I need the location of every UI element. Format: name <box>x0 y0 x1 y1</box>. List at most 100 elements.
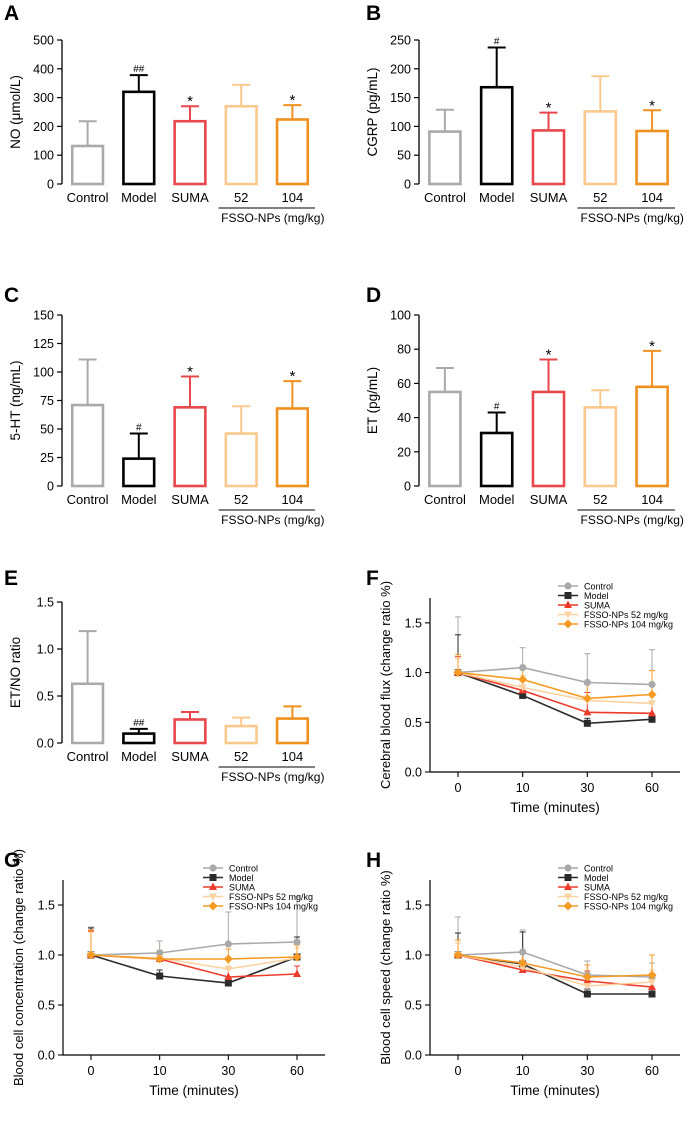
marker-104 <box>582 693 592 703</box>
y-tick-label: 0.5 <box>37 690 54 704</box>
marker-Model <box>583 990 591 998</box>
significance-mark: * <box>649 338 655 355</box>
y-tick-label: 1.5 <box>405 899 422 913</box>
panel-label: C <box>4 284 19 307</box>
marker-52 <box>564 893 572 901</box>
significance-mark: * <box>187 364 193 381</box>
y-tick-label: 1.0 <box>405 666 422 680</box>
y-tick-label: 0.0 <box>37 737 54 751</box>
x-tick-label: 0 <box>88 1064 95 1078</box>
y-tick-label: 150 <box>33 309 54 323</box>
panel-label: D <box>366 284 381 307</box>
x-tick-label: 60 <box>645 781 659 795</box>
panel-label: B <box>366 2 381 25</box>
y-tick-label: 1.0 <box>405 949 422 963</box>
y-tick-label: 0 <box>47 178 54 192</box>
legend-label: Control <box>584 582 613 592</box>
group-label: FSSO-NPs (mg/kg) <box>221 211 324 225</box>
bar-52 <box>224 104 258 186</box>
y-tick-label: 80 <box>397 343 411 357</box>
legend-label: SUMA <box>229 883 255 893</box>
y-axis-label: NO (μmol/L) <box>8 75 23 149</box>
marker-Model <box>519 691 527 699</box>
bar-Control <box>428 390 462 488</box>
x-tick-label: 52 <box>593 190 607 205</box>
bar-SUMA <box>531 129 566 186</box>
marker-104 <box>453 950 463 960</box>
group-label: FSSO-NPs (mg/kg) <box>581 513 684 527</box>
x-tick-label: 104 <box>641 492 663 507</box>
legend-label: SUMA <box>584 601 610 611</box>
y-axis-label: CGRP (pg/mL) <box>365 67 380 156</box>
group-label: FSSO-NPs (mg/kg) <box>221 513 324 527</box>
bar-Control <box>70 682 105 745</box>
y-tick-label: 100 <box>390 309 411 323</box>
series-line-52 <box>457 671 653 705</box>
bar-SUMA <box>531 390 566 488</box>
chart-panel-D: D 0 20 40 60 80 100 ET (pg/mL) Control # Model * SUM… <box>365 284 684 527</box>
marker-Model <box>583 719 591 727</box>
panel-label: A <box>4 2 19 25</box>
chart-panel-B: B 0 50 100 150 200 250 CGRP (pg/mL) Control # Mode… <box>365 2 684 225</box>
series-line-Control <box>90 941 298 956</box>
marker-SUMA <box>564 600 572 608</box>
x-tick-label: Control <box>67 190 109 205</box>
x-tick-label: 52 <box>234 492 248 507</box>
marker-Control <box>519 948 527 956</box>
marker-Control <box>293 938 301 946</box>
bar-Control <box>70 144 105 186</box>
y-axis-label: Blood cell concentration (change ratio %… <box>11 849 26 1086</box>
significance-mark: * <box>289 92 295 109</box>
marker-104 <box>223 954 233 964</box>
marker-Control <box>564 582 572 590</box>
x-tick-label: 30 <box>580 781 594 795</box>
legend-label: FSSO-NPs 104 mg/kg <box>584 902 673 912</box>
panel-label: G <box>4 849 20 872</box>
x-tick-label: 104 <box>282 749 304 764</box>
series-line-52 <box>457 954 653 987</box>
significance-mark: * <box>187 93 193 110</box>
marker-Control <box>648 680 656 689</box>
x-tick-label: Model <box>121 492 157 507</box>
panel-label: E <box>4 567 18 590</box>
y-tick-label: 40 <box>397 411 411 425</box>
marker-Model <box>564 592 572 599</box>
marker-Control <box>156 949 164 957</box>
legend-label: FSSO-NPs 52 mg/kg <box>584 892 668 902</box>
marker-52 <box>648 700 656 708</box>
x-tick-label: 0 <box>455 1064 462 1078</box>
legend-label: FSSO-NPs 52 mg/kg <box>584 610 668 620</box>
marker-SUMA <box>224 972 233 980</box>
y-tick-label: 60 <box>397 377 411 391</box>
y-tick-label: 200 <box>33 120 54 134</box>
marker-104 <box>563 901 573 911</box>
chart-panel-C: C 0 25 50 75 100 125 150 5-HT (ng/mL) Control # Mod… <box>4 284 324 527</box>
y-tick-label: 300 <box>33 91 54 105</box>
y-tick-label: 1.5 <box>38 899 55 913</box>
series-line-SUMA <box>457 671 653 715</box>
significance-mark: # <box>494 401 500 412</box>
significance-mark: * <box>546 100 552 117</box>
marker-SUMA <box>648 982 656 990</box>
marker-104 <box>86 950 96 960</box>
x-tick-label: 52 <box>234 190 248 205</box>
y-tick-label: 0.5 <box>405 999 422 1013</box>
legend-label: Model <box>229 873 254 883</box>
chart-panel-H: H 0.0 0.5 1.0 1.5 Blood cell speed (change ra… <box>366 849 680 1098</box>
y-axis-label: Cerebral blood flux (change ratio %) <box>378 581 393 789</box>
x-tick-label: Control <box>67 749 109 764</box>
y-tick-label: 20 <box>397 445 411 459</box>
series-line-Control <box>457 951 653 978</box>
marker-104 <box>518 958 528 968</box>
x-tick-label: 10 <box>516 781 530 795</box>
y-tick-label: 0 <box>47 480 54 494</box>
x-tick-label: 10 <box>516 1064 530 1078</box>
x-tick-label: Control <box>424 492 466 507</box>
significance-mark: # <box>494 36 500 47</box>
chart-panel-G: G 0.0 0.5 1.0 1.5 Blood cell concentration (c… <box>4 849 325 1098</box>
marker-SUMA <box>564 882 572 890</box>
marker-Model <box>209 874 217 881</box>
y-axis-label: ET/NO ratio <box>8 637 23 708</box>
x-axis-label: Time (minutes) <box>510 1083 600 1098</box>
